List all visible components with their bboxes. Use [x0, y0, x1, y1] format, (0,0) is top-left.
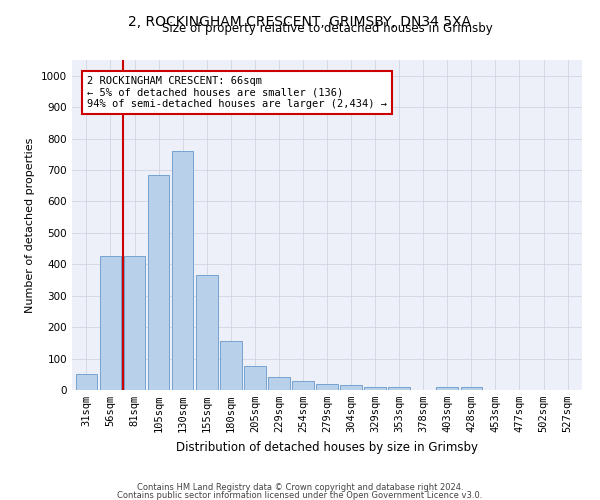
Bar	[124, 256, 145, 390]
Bar	[340, 386, 362, 390]
Text: Contains public sector information licensed under the Open Government Licence v3: Contains public sector information licen…	[118, 490, 482, 500]
Bar	[436, 387, 458, 390]
Bar	[100, 256, 121, 390]
Bar	[220, 342, 242, 390]
Bar	[364, 387, 386, 390]
Text: Contains HM Land Registry data © Crown copyright and database right 2024.: Contains HM Land Registry data © Crown c…	[137, 484, 463, 492]
Bar	[244, 366, 266, 390]
Bar	[172, 151, 193, 390]
Bar	[148, 174, 169, 390]
Bar	[292, 380, 314, 390]
Bar	[196, 276, 218, 390]
Y-axis label: Number of detached properties: Number of detached properties	[25, 138, 35, 312]
Text: 2 ROCKINGHAM CRESCENT: 66sqm
← 5% of detached houses are smaller (136)
94% of se: 2 ROCKINGHAM CRESCENT: 66sqm ← 5% of det…	[87, 76, 387, 109]
Text: 2, ROCKINGHAM CRESCENT, GRIMSBY, DN34 5XA: 2, ROCKINGHAM CRESCENT, GRIMSBY, DN34 5X…	[128, 15, 472, 29]
Bar	[316, 384, 338, 390]
Bar	[268, 378, 290, 390]
Bar	[388, 387, 410, 390]
X-axis label: Distribution of detached houses by size in Grimsby: Distribution of detached houses by size …	[176, 440, 478, 454]
Bar	[461, 387, 482, 390]
Bar	[76, 374, 97, 390]
Title: Size of property relative to detached houses in Grimsby: Size of property relative to detached ho…	[161, 22, 493, 35]
